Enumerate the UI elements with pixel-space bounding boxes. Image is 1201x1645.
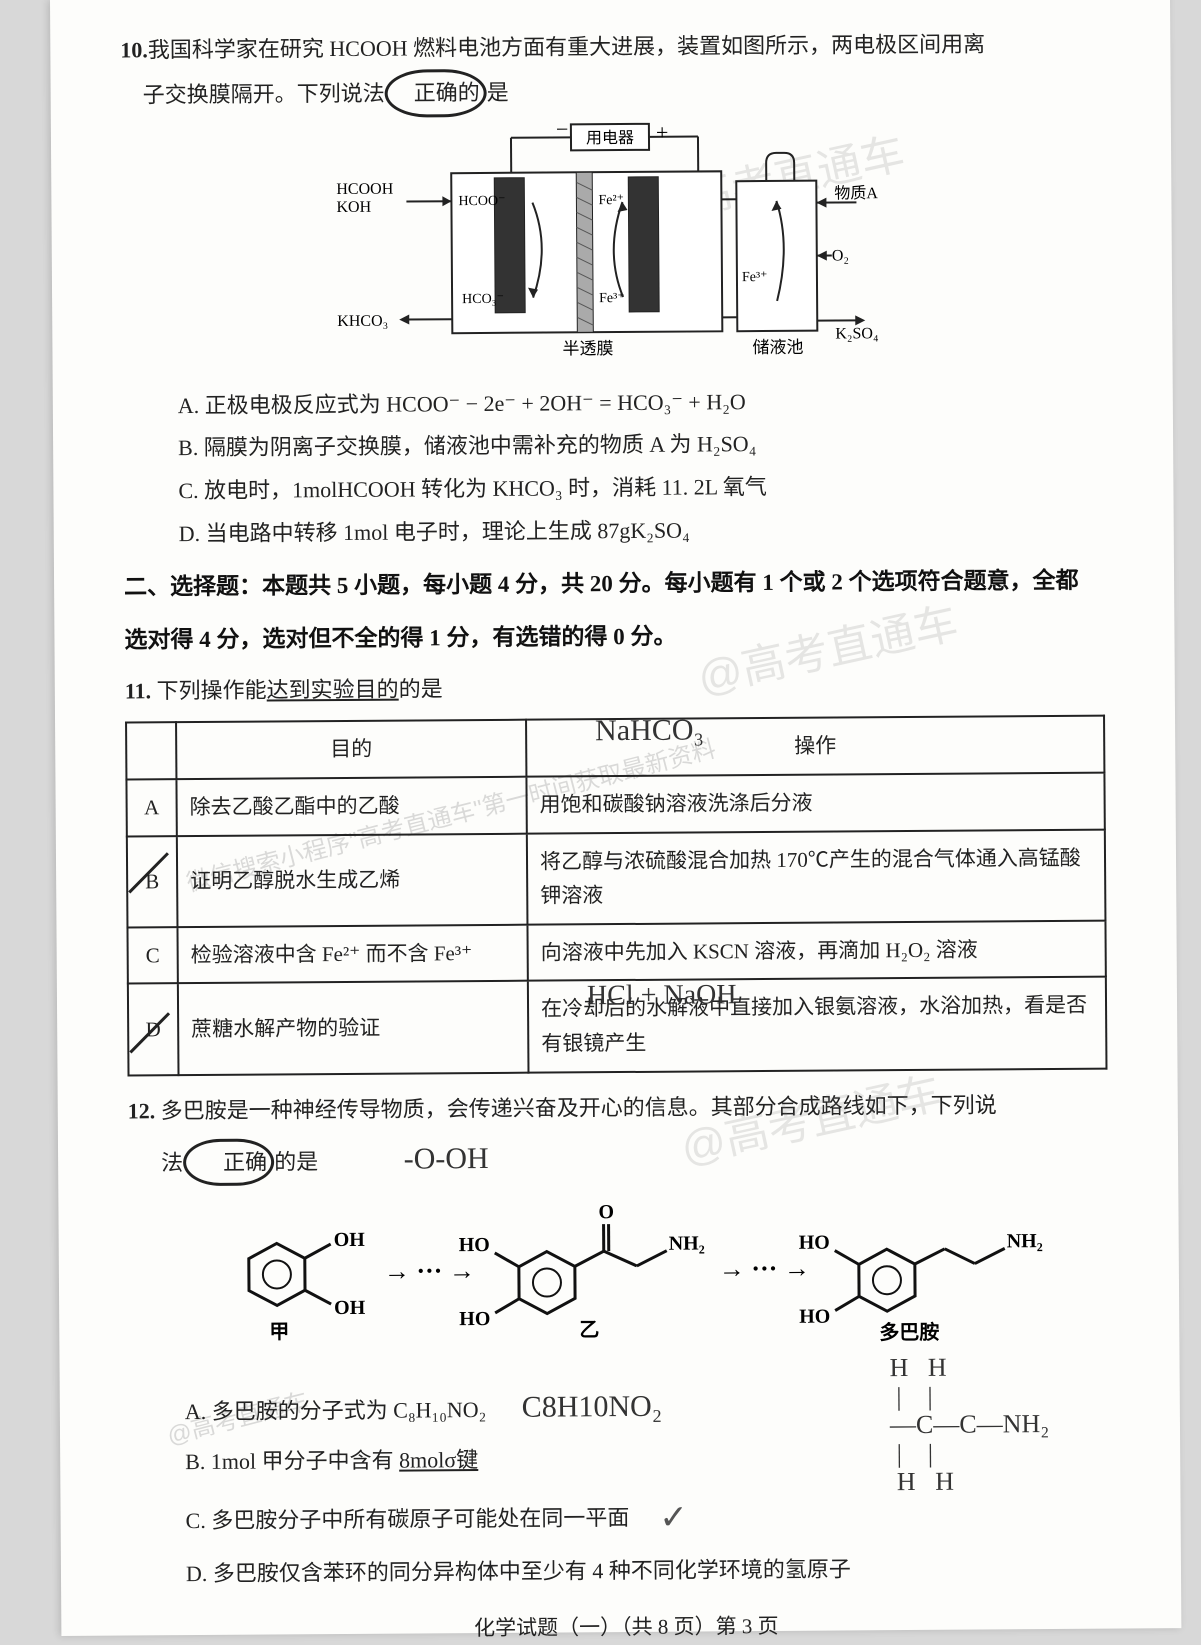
cell-c-op: 向溶液中先加入 KSCN 溶液，再滴加 H₂O₂ 溶液	[527, 920, 1105, 981]
svg-text:半透膜: 半透膜	[562, 339, 613, 358]
svg-text:→ ··· →: → ··· →	[719, 1253, 810, 1283]
check-icon: ✓	[659, 1499, 688, 1536]
svg-text:多巴胺: 多巴胺	[879, 1319, 939, 1343]
reaction-svg: OH OH 甲 → ··· → HO HO O NH₂ 乙 → ··· →	[158, 1192, 1109, 1369]
svg-text:HO: HO	[459, 1307, 490, 1329]
svg-text:OH: OH	[334, 1228, 366, 1250]
section2-line2: 选对得 4 分，选对但不全的得 1 分，有选错的得 0 分。	[124, 612, 1114, 661]
q11-table-wrap: NaHCO₃ HCl + NaOH 目的 操作 A 除去乙酸乙酯中的乙酸 用饱和…	[125, 715, 1117, 1076]
q10-num: 10.	[120, 37, 148, 62]
svg-text:→ ··· →: → ··· →	[384, 1256, 475, 1286]
section2-line1: 二、选择题：本题共 5 小题，每小题 4 分，共 20 分。每小题有 1 个或 …	[124, 560, 1114, 609]
q12-a-text: A. 多巴胺的分子式为 C₈H₁₀NO₂	[185, 1397, 487, 1424]
svg-text:HO: HO	[799, 1231, 830, 1253]
q11-underline: 达到实验目的	[267, 677, 399, 703]
th-purpose: 目的	[176, 720, 526, 779]
svg-text:甲: 甲	[269, 1321, 289, 1343]
hand-formula: C8H10NO₂	[522, 1389, 663, 1423]
svg-text:用电器: 用电器	[586, 129, 634, 147]
hand-ooh: -O-OH	[404, 1141, 489, 1175]
q12-b-u: 8molσ键	[399, 1447, 478, 1473]
svg-text:HO: HO	[459, 1233, 490, 1255]
cell-a-op: 用饱和碳酸钠溶液洗涤后分液	[526, 773, 1104, 834]
q10-line2-b: 是	[487, 80, 509, 105]
cell-b-purpose: 证明乙醇脱水生成乙烯	[177, 833, 528, 927]
svg-text:OH: OH	[334, 1296, 366, 1318]
q11-table: 目的 操作 A 除去乙酸乙酯中的乙酸 用饱和碳酸钠溶液洗涤后分液 B 证明乙醇脱…	[125, 715, 1107, 1076]
q10-opt-d: D. 当电路中转移 1mol 电子时，理论上生成 87gK₂SO₄	[179, 507, 1114, 556]
cell-a-letter: A	[126, 779, 176, 836]
q10-circled: 正确的	[385, 69, 487, 118]
q12-l2b: 的是	[274, 1149, 318, 1174]
svg-text:KOH: KOH	[336, 198, 371, 215]
q12-line1-text: 多巴胺是一种神经传导物质，会传递兴奋及开心的信息。其部分合成路线如下，下列说	[155, 1092, 997, 1123]
q12-c-text: C. 多巴胺分子中所有碳原子可能处在同一平面	[186, 1505, 630, 1533]
svg-text:+: +	[656, 120, 669, 145]
q11-stem-a: 下列操作能	[151, 678, 267, 704]
svg-text:HCOO⁻: HCOO⁻	[458, 193, 505, 208]
table-row: A 除去乙酸乙酯中的乙酸 用饱和碳酸钠溶液洗涤后分液	[126, 773, 1104, 836]
q11-stem: 11. 下列操作能达到实验目的的是	[125, 663, 1115, 714]
hand-side-struct: H H | |—C—C—NH₂ | | H H	[889, 1353, 1049, 1497]
svg-text:−: −	[556, 120, 569, 141]
svg-text:物质A: 物质A	[834, 184, 878, 202]
cell-b-op: 将乙醇与浓硫酸混合加热 170℃产生的混合气体通入高锰酸钾溶液	[527, 829, 1106, 924]
svg-text:O: O	[598, 1201, 614, 1223]
q10-line2-a: 子交换膜隔开。下列说法	[143, 80, 385, 107]
q11-num: 11.	[125, 679, 151, 704]
svg-text:NH₂: NH₂	[669, 1232, 705, 1254]
th-blank	[126, 722, 176, 779]
cell-a-purpose: 除去乙酸乙酯中的乙酸	[176, 777, 526, 836]
q12-b-pre: B. 1mol 甲分子中含有	[185, 1447, 399, 1473]
q10-opt-a: A. 正极电极反应式为 HCOO⁻ − 2e⁻ + 2OH⁻ = HCO₃⁻ +…	[178, 378, 1113, 427]
q10-line1: 10.我国科学家在研究 HCOOH 燃料电池方面有重大进展，装置如图所示，两电极…	[120, 23, 1110, 72]
q12-circled: 正确	[183, 1138, 274, 1186]
table-row: B 证明乙醇脱水生成乙烯 将乙醇与浓硫酸混合加热 170℃产生的混合气体通入高锰…	[127, 829, 1106, 927]
hand-nh2: NH₂	[1003, 1409, 1050, 1438]
q10-block: 10.我国科学家在研究 HCOOH 燃料电池方面有重大进展，装置如图所示，两电极…	[120, 23, 1114, 557]
svg-text:O₂: O₂	[832, 247, 849, 264]
q12-l2a: 法	[161, 1150, 183, 1175]
q12-opt-d: D. 多巴胺仅含苯环的同分异构体中至少有 4 种不同化学环境的氢原子	[186, 1545, 1121, 1596]
svg-text:Fe³⁺: Fe³⁺	[742, 270, 768, 285]
cell-c-letter: C	[127, 927, 177, 984]
q12-reaction: OH OH 甲 → ··· → HO HO O NH₂ 乙 → ··· →	[158, 1192, 1109, 1374]
q10-line1-text: 我国科学家在研究 HCOOH 燃料电池方面有重大进展，装置如图所示，两电极区间用…	[148, 31, 985, 62]
svg-text:储液池: 储液池	[752, 337, 803, 356]
q12-num: 12.	[128, 1098, 156, 1123]
svg-text:HCO₃⁻: HCO₃⁻	[462, 291, 504, 306]
svg-text:HCOOH: HCOOH	[336, 180, 393, 197]
cell-c-purpose: 检验溶液中含 Fe²⁺ 而不含 Fe³⁺	[177, 925, 527, 984]
q10-opt-b: B. 隔膜为阴离子交换膜，储液池中需补充的物质 A 为 H₂SO₄	[178, 421, 1113, 470]
svg-text:NH₂: NH₂	[1007, 1230, 1043, 1252]
q10-opt-c: C. 放电时，1molHCOOH 转化为 KHCO₃ 时，消耗 11. 2L 氧…	[178, 464, 1113, 513]
q11-stem-b: 的是	[399, 677, 443, 702]
exam-page: @高考直通车 @高考直通车 @高考直通车 微信搜索小程序"高考直通车"第一时间获…	[50, 0, 1181, 1636]
hand-hclnaoh: HCl + NaOH	[587, 979, 737, 1012]
q12-line1: 12. 多巴胺是一种神经传导物质，会传递兴奋及开心的信息。其部分合成路线如下，下…	[128, 1083, 1118, 1132]
q12-line2: 法正确的是 -O-OH	[128, 1125, 1118, 1189]
cell-b-letter: B	[127, 836, 178, 928]
svg-text:KHCO₃: KHCO₃	[337, 312, 388, 329]
svg-text:K₂SO₄: K₂SO₄	[835, 325, 879, 342]
table-row: C 检验溶液中含 Fe²⁺ 而不含 Fe³⁺ 向溶液中先加入 KSCN 溶液，再…	[127, 920, 1105, 983]
hand-nahco3: NaHCO₃	[595, 714, 704, 749]
q10-diagram: 用电器 − +	[336, 120, 898, 374]
svg-text:乙: 乙	[579, 1319, 599, 1341]
fuel-cell-svg: 用电器 − +	[336, 120, 898, 374]
q10-line2: 子交换膜隔开。下列说法正确的是	[120, 64, 1110, 119]
svg-text:HO: HO	[799, 1305, 830, 1327]
page-footer: 化学试题（一）（共 8 页）第 3 页	[131, 1607, 1121, 1644]
cell-d-purpose: 蔗糖水解产物的验证	[178, 981, 529, 1075]
